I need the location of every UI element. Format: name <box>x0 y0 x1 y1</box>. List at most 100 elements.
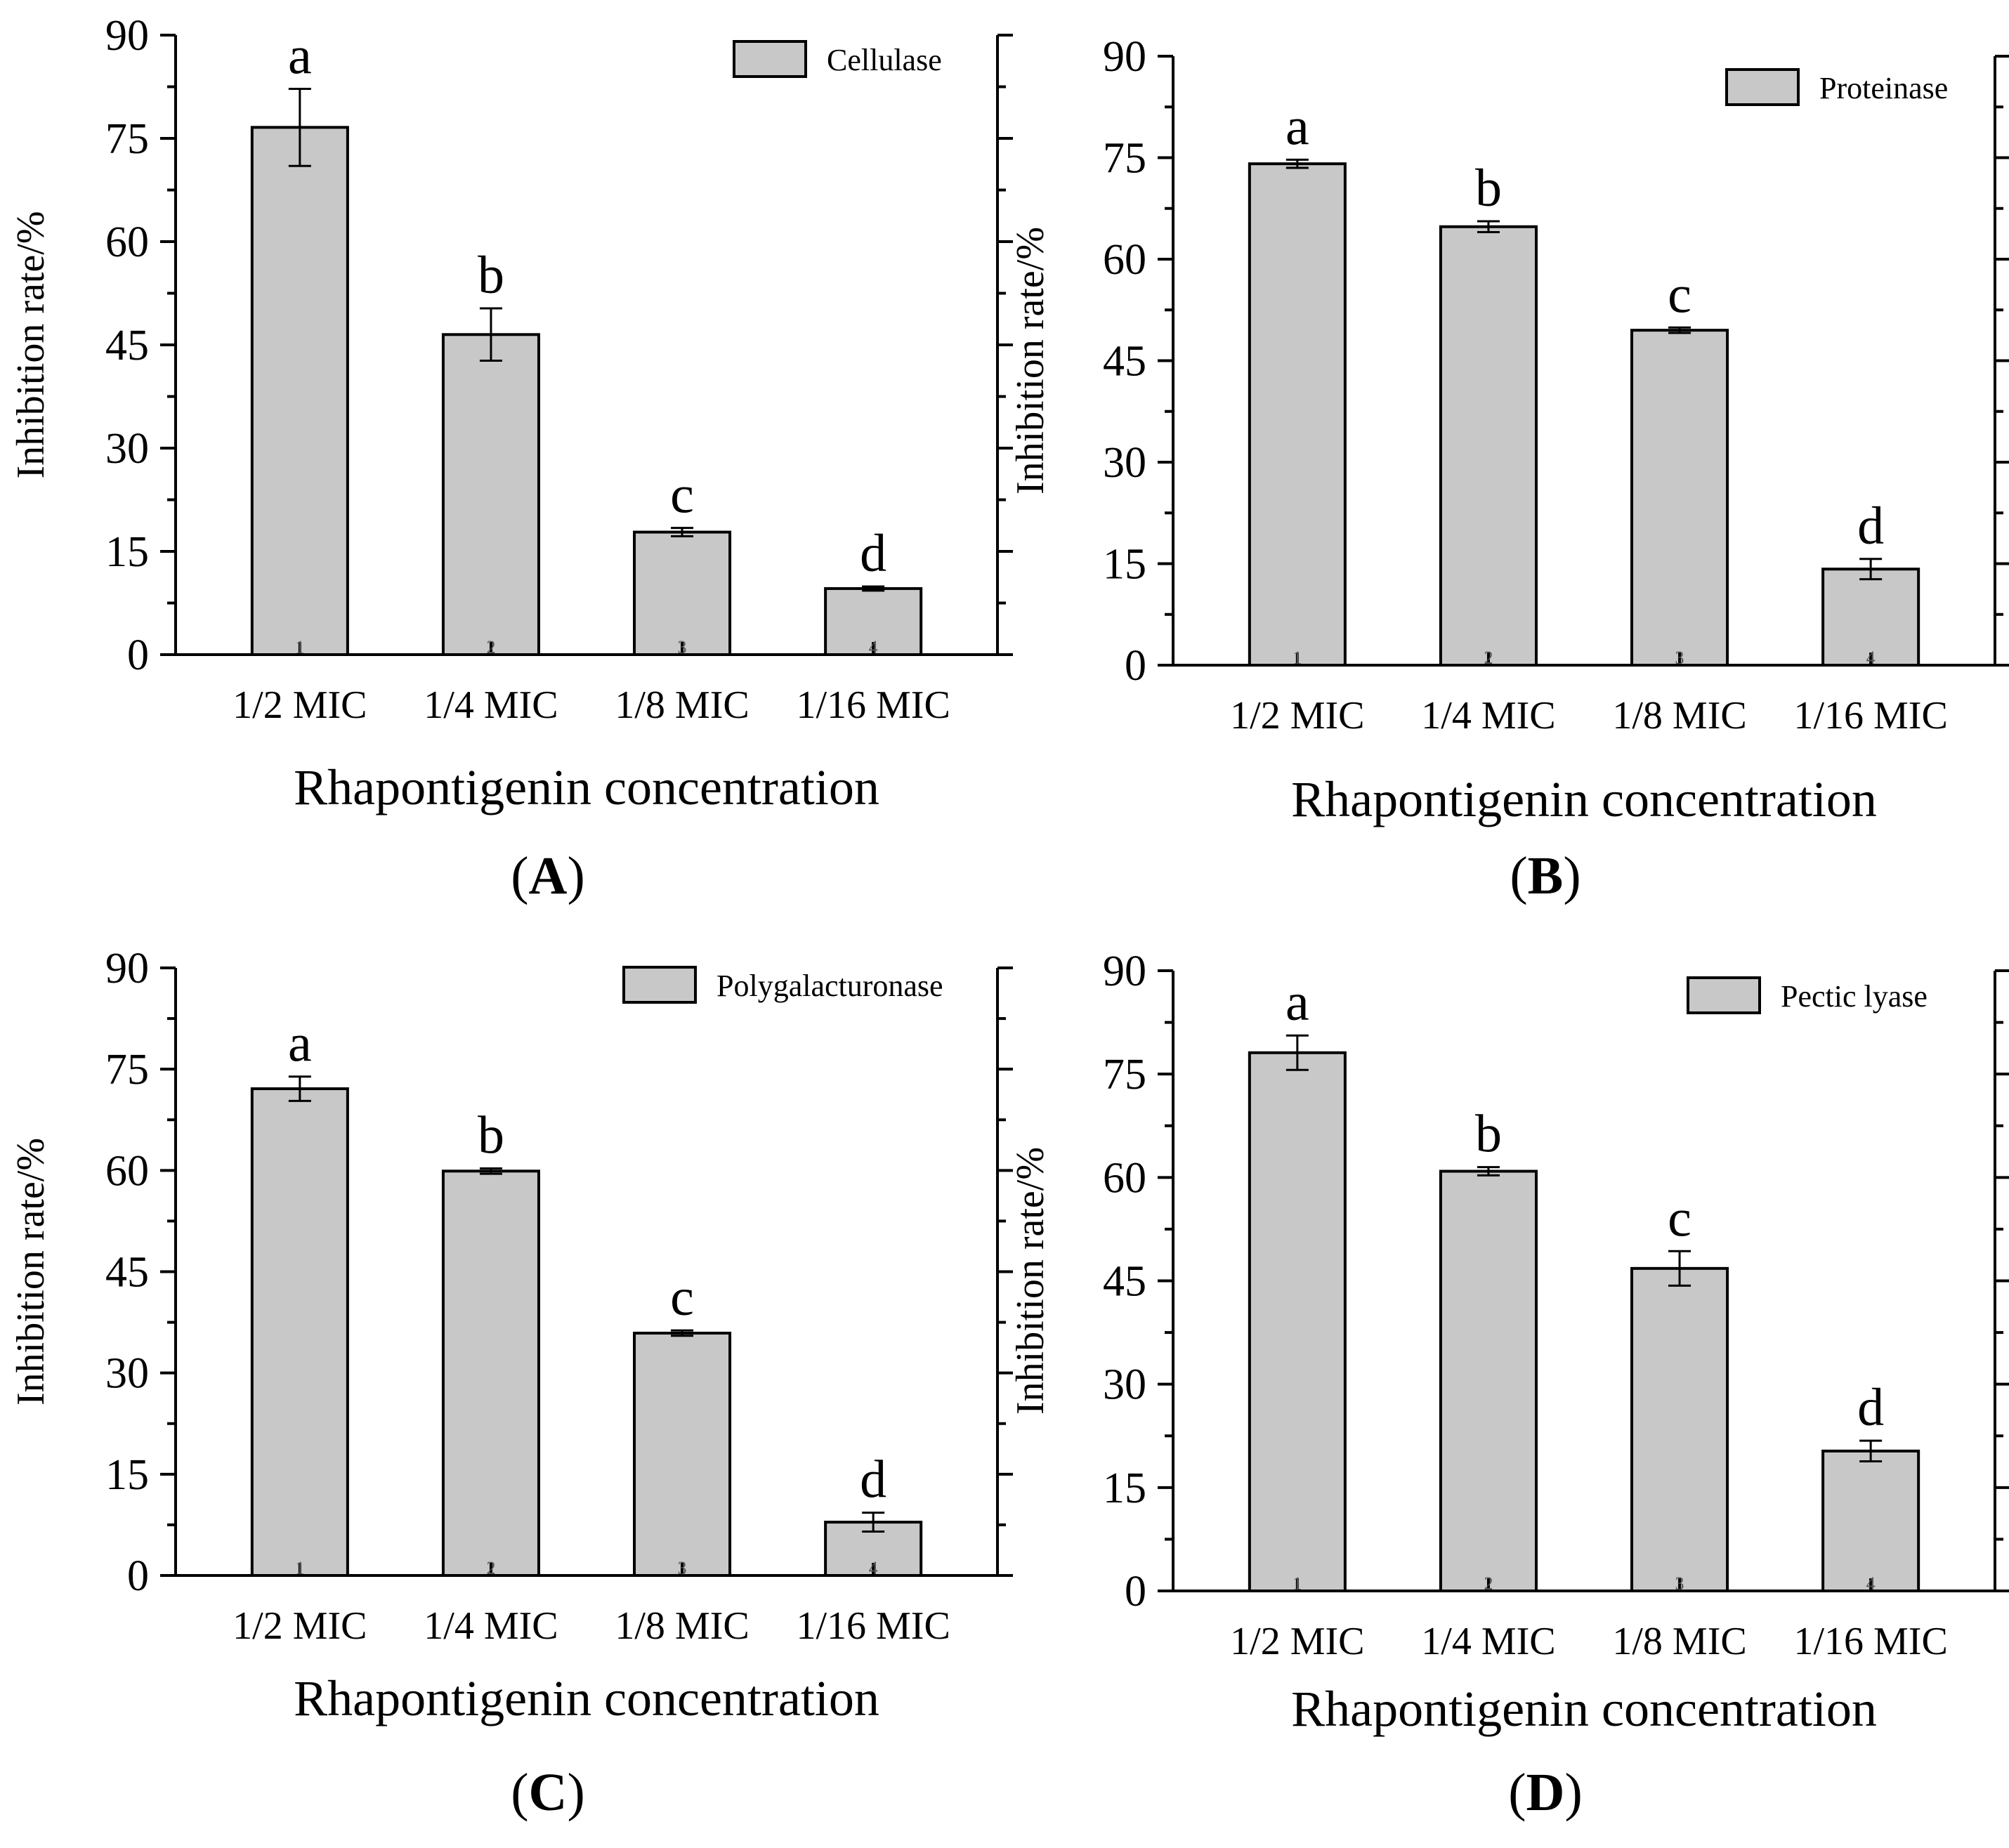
bar <box>1630 329 1729 667</box>
significance-letter: d <box>1857 497 1884 556</box>
significance-letter: d <box>1857 1378 1884 1437</box>
x-category-label: 1/4 MIC <box>424 683 558 727</box>
y-tick-label: 90 <box>1103 33 1146 81</box>
significance-letter: d <box>860 1450 886 1509</box>
y-tick-label: 75 <box>105 1046 149 1094</box>
significance-letter: c <box>1668 1188 1691 1247</box>
y-tick-label: 45 <box>1103 338 1146 386</box>
legend-label: Proteinase <box>1819 71 1948 105</box>
y-tick-label: 15 <box>105 528 149 576</box>
panel-label: (A) <box>511 846 585 905</box>
y-axis-title: Inhibition rate/% <box>1009 227 1052 494</box>
bar <box>633 1331 732 1577</box>
y-tick-label: 60 <box>1103 1154 1146 1202</box>
significance-letter: a <box>288 26 312 85</box>
x-category-number: 4 <box>869 637 878 657</box>
bar <box>1439 1169 1538 1592</box>
x-axis-title: Rhapontigenin concentration <box>294 759 879 815</box>
bar <box>633 530 732 656</box>
significance-letter: d <box>860 524 886 583</box>
legend-label: Polygalacturonase <box>716 969 943 1003</box>
x-category-label: 1/4 MIC <box>1421 1620 1555 1663</box>
y-tick-label: 45 <box>105 1249 149 1297</box>
y-tick-label: 90 <box>1103 948 1146 995</box>
x-category-number: 2 <box>1484 1573 1493 1594</box>
bar <box>250 126 349 656</box>
y-tick-label: 15 <box>105 1451 149 1499</box>
legend: Proteinase <box>1725 68 1948 106</box>
x-category-label: 1/2 MIC <box>233 683 367 727</box>
y-tick-label: 0 <box>127 631 149 679</box>
x-category-number: 4 <box>1866 648 1876 668</box>
y-tick-label: 0 <box>127 1552 149 1600</box>
panel-label: (C) <box>511 1763 585 1822</box>
y-axis-title: Inhibition rate/% <box>9 211 53 478</box>
significance-letter: a <box>1285 973 1309 1032</box>
significance-letter: b <box>478 1106 504 1165</box>
panel-label: (D) <box>1508 1763 1583 1822</box>
x-category-number: 1 <box>1293 1573 1302 1594</box>
significance-letter: c <box>670 466 694 525</box>
y-tick-label: 60 <box>1103 236 1146 284</box>
y-tick-label: 75 <box>1103 1051 1146 1099</box>
x-category-label: 1/16 MIC <box>796 683 950 727</box>
x-category-label: 1/8 MIC <box>1612 694 1746 738</box>
x-category-number: 1 <box>1293 648 1302 668</box>
x-category-number: 1 <box>295 637 304 657</box>
x-category-number: 4 <box>1866 1573 1876 1594</box>
y-tick-label: 30 <box>1103 1361 1146 1409</box>
x-category-number: 4 <box>869 1558 878 1578</box>
significance-letter: a <box>1285 97 1309 156</box>
x-category-label: 1/4 MIC <box>424 1604 558 1648</box>
bar <box>1821 1449 1920 1593</box>
y-axis-title: Inhibition rate/% <box>1009 1147 1052 1415</box>
chart-panel-a: 0 15 30 45 60 75 90 a 1 1/2 MIC b 2 1/4 MIC c 3 1/8 MIC… <box>9 12 1013 905</box>
y-tick-label: 90 <box>105 945 149 992</box>
legend-label: Pectic lyase <box>1781 979 1928 1014</box>
y-tick-label: 75 <box>105 115 149 163</box>
legend: Pectic lyase <box>1687 976 1928 1014</box>
chart-panel-c: 0 15 30 45 60 75 90 a 1 1/2 MIC b 2 1/4 MIC c 3 1/8 MIC… <box>9 945 1013 1822</box>
legend-swatch <box>1725 68 1800 106</box>
x-category-label: 1/4 MIC <box>1421 694 1555 738</box>
x-category-label: 1/2 MIC <box>1230 1620 1364 1663</box>
significance-letter: a <box>288 1014 312 1073</box>
x-category-number: 2 <box>486 637 495 657</box>
chart-panel-b: 0 15 30 45 60 75 90 a 1 1/2 MIC b 2 1/4 MIC c 3 1/8 MIC… <box>1009 33 2009 905</box>
y-tick-label: 15 <box>1103 541 1146 589</box>
significance-letter: b <box>1475 159 1502 218</box>
significance-letter: b <box>478 246 504 305</box>
x-category-label: 1/8 MIC <box>1612 1620 1746 1663</box>
x-category-label: 1/2 MIC <box>1230 694 1364 738</box>
bar <box>1248 1051 1347 1592</box>
x-axis-title: Rhapontigenin concentration <box>294 1670 879 1726</box>
x-category-label: 1/8 MIC <box>615 683 749 727</box>
legend: Cellulase <box>733 40 942 78</box>
significance-letter: c <box>1668 265 1691 324</box>
bar <box>441 1169 540 1577</box>
legend-label: Cellulase <box>827 43 942 77</box>
significance-letter: b <box>1475 1105 1502 1164</box>
x-category-number: 2 <box>1484 648 1493 668</box>
y-tick-label: 75 <box>1103 135 1146 183</box>
x-category-number: 3 <box>678 637 687 657</box>
y-tick-label: 30 <box>1103 439 1146 487</box>
y-tick-label: 60 <box>105 218 149 266</box>
x-category-number: 3 <box>1675 648 1684 668</box>
x-category-number: 1 <box>295 1558 304 1578</box>
y-tick-label: 0 <box>1125 642 1146 690</box>
y-tick-label: 60 <box>105 1147 149 1195</box>
bar <box>441 333 540 656</box>
y-tick-label: 45 <box>105 322 149 369</box>
bar <box>1439 225 1538 667</box>
y-tick-label: 0 <box>1125 1568 1146 1616</box>
legend: Polygalacturonase <box>622 966 943 1004</box>
y-tick-label: 30 <box>105 1350 149 1398</box>
y-tick-label: 30 <box>105 425 149 473</box>
bar <box>1248 162 1347 667</box>
x-category-label: 1/16 MIC <box>1793 1620 1947 1663</box>
bar <box>1630 1266 1729 1592</box>
x-category-number: 3 <box>678 1558 687 1578</box>
y-tick-label: 45 <box>1103 1258 1146 1306</box>
